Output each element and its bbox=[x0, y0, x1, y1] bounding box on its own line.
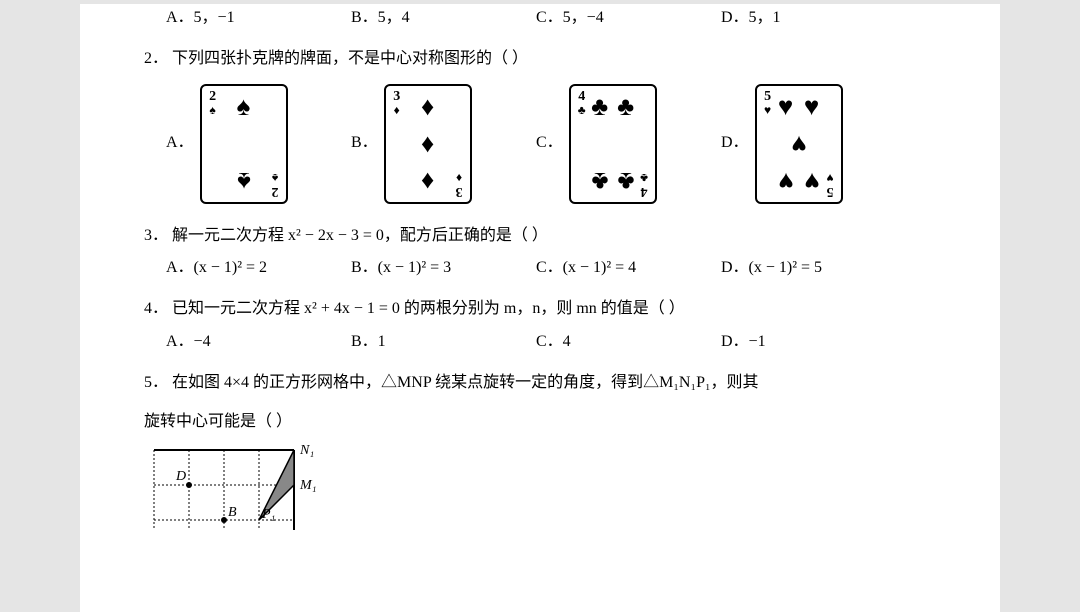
q2-label-b: B． bbox=[351, 129, 378, 158]
q4-opt-b: B．1 bbox=[351, 328, 536, 357]
spade-icon: ♠ bbox=[237, 94, 251, 120]
q2-card-a-group: A． 2 ♠ ♠ ♠ 2 ♠ bbox=[166, 84, 351, 204]
q5-num: 5． bbox=[144, 374, 168, 391]
card-5-hearts: 5 ♥ ♥ ♥ ♥ ♥ ♥ 5 bbox=[755, 84, 843, 204]
club-icon: ♣ bbox=[591, 168, 608, 194]
q2-card-d-group: D． 5 ♥ ♥ ♥ ♥ ♥ ♥ bbox=[721, 84, 881, 204]
q1-opt-c: C．5，−4 bbox=[536, 4, 721, 33]
heart-icon: ♥ bbox=[778, 94, 793, 120]
diamond-icon: ♦ bbox=[421, 131, 434, 157]
label-n1: N₁ bbox=[299, 443, 314, 458]
point-b bbox=[221, 517, 227, 523]
q5-line1: 5． 在如图 4×4 的正方形网格中，△MNP 绕某点旋转一定的角度，得到△M₁… bbox=[144, 369, 950, 398]
heart-icon: ♥ bbox=[804, 168, 819, 194]
spade-icon: ♠ bbox=[237, 168, 251, 194]
q2-card-c-group: C． 4 ♣ ♣ ♣ ♣ ♣ 4 bbox=[536, 84, 721, 204]
heart-icon: ♥ bbox=[778, 168, 793, 194]
card-corner-br: 4 ♣ bbox=[637, 172, 651, 198]
q3-opt-a: A．(x − 1)² = 2 bbox=[166, 254, 351, 283]
q3-opt-c: C．(x − 1)² = 4 bbox=[536, 254, 721, 283]
q4: 4． 已知一元二次方程 x² + 4x − 1 = 0 的两根分别为 m，n，则… bbox=[144, 295, 950, 324]
q2: 2． 下列四张扑克牌的牌面，不是中心对称图形的（ ） bbox=[144, 45, 950, 74]
diamond-icon: ♦ bbox=[421, 94, 434, 120]
q5-text2: 旋转中心可能是（ ） bbox=[144, 413, 292, 430]
q2-label-a: A． bbox=[166, 129, 194, 158]
card-corner-br: 5 ♥ bbox=[823, 172, 837, 198]
club-icon: ♣ bbox=[617, 168, 634, 194]
q3-num: 3． bbox=[144, 227, 168, 244]
label-m1: M₁ bbox=[299, 478, 317, 493]
q3: 3． 解一元二次方程 x² − 2x − 3 = 0，配方后正确的是（ ） bbox=[144, 222, 950, 251]
label-p1: P₁ bbox=[261, 507, 275, 522]
q4-opt-c: C．4 bbox=[536, 328, 721, 357]
grid-svg: N₁ M₁ P₁ D B bbox=[144, 440, 324, 530]
q2-label-c: C． bbox=[536, 129, 563, 158]
q1-opt-b: B．5，4 bbox=[351, 4, 536, 33]
q3-text: 解一元二次方程 x² − 2x − 3 = 0，配方后正确的是（ ） bbox=[172, 227, 548, 244]
q2-num: 2． bbox=[144, 50, 168, 67]
card-2-spades: 2 ♠ ♠ ♠ 2 ♠ bbox=[200, 84, 288, 204]
card-pips: ♠ ♠ bbox=[218, 94, 270, 194]
card-pips: ♣ ♣ ♣ ♣ bbox=[587, 94, 639, 194]
q1-options: A．5，−1 B．5，4 C．5，−4 D．5，1 bbox=[166, 4, 950, 33]
exam-page: A．5，−1 B．5，4 C．5，−4 D．5，1 2． 下列四张扑克牌的牌面，… bbox=[80, 4, 1000, 612]
q5-line2: 旋转中心可能是（ ） bbox=[144, 408, 950, 437]
q5-text1: 在如图 4×4 的正方形网格中，△MNP 绕某点旋转一定的角度，得到△M₁N₁P… bbox=[172, 374, 759, 391]
diamond-icon: ♦ bbox=[421, 168, 434, 194]
q2-cards: A． 2 ♠ ♠ ♠ 2 ♠ B． 3 bbox=[166, 84, 950, 204]
card-3-diamonds: 3 ♦ ♦ ♦ ♦ 3 ♦ bbox=[384, 84, 472, 204]
q2-label-d: D． bbox=[721, 129, 749, 158]
q1-opt-a: A．5，−1 bbox=[166, 4, 351, 33]
q2-card-b-group: B． 3 ♦ ♦ ♦ ♦ 3 ♦ bbox=[351, 84, 536, 204]
q1-opt-d: D．5，1 bbox=[721, 4, 881, 33]
card-pips: ♦ ♦ ♦ bbox=[402, 94, 454, 194]
q4-text: 已知一元二次方程 x² + 4x − 1 = 0 的两根分别为 m，n，则 mn… bbox=[172, 300, 685, 317]
q4-options: A．−4 B．1 C．4 D．−1 bbox=[166, 328, 950, 357]
q4-opt-d: D．−1 bbox=[721, 328, 881, 357]
heart-icon: ♥ bbox=[804, 94, 819, 120]
q5-figure: N₁ M₁ P₁ D B bbox=[144, 440, 304, 520]
card-corner-br: 3 ♦ bbox=[452, 172, 466, 198]
club-icon: ♣ bbox=[591, 94, 608, 120]
card-pips: ♥ ♥ ♥ ♥ ♥ bbox=[773, 94, 825, 194]
q3-opt-d: D．(x − 1)² = 5 bbox=[721, 254, 881, 283]
q3-options: A．(x − 1)² = 2 B．(x − 1)² = 3 C．(x − 1)²… bbox=[166, 254, 950, 283]
card-4-clubs: 4 ♣ ♣ ♣ ♣ ♣ 4 ♣ bbox=[569, 84, 657, 204]
q4-num: 4． bbox=[144, 300, 168, 317]
heart-icon: ♥ bbox=[791, 131, 806, 157]
point-d bbox=[186, 482, 192, 488]
q4-opt-a: A．−4 bbox=[166, 328, 351, 357]
label-b: B bbox=[228, 505, 237, 520]
q2-text: 下列四张扑克牌的牌面，不是中心对称图形的（ ） bbox=[172, 50, 528, 67]
club-icon: ♣ bbox=[617, 94, 634, 120]
label-d: D bbox=[175, 469, 186, 484]
card-corner-br: 2 ♠ bbox=[268, 172, 282, 198]
q3-opt-b: B．(x − 1)² = 3 bbox=[351, 254, 536, 283]
